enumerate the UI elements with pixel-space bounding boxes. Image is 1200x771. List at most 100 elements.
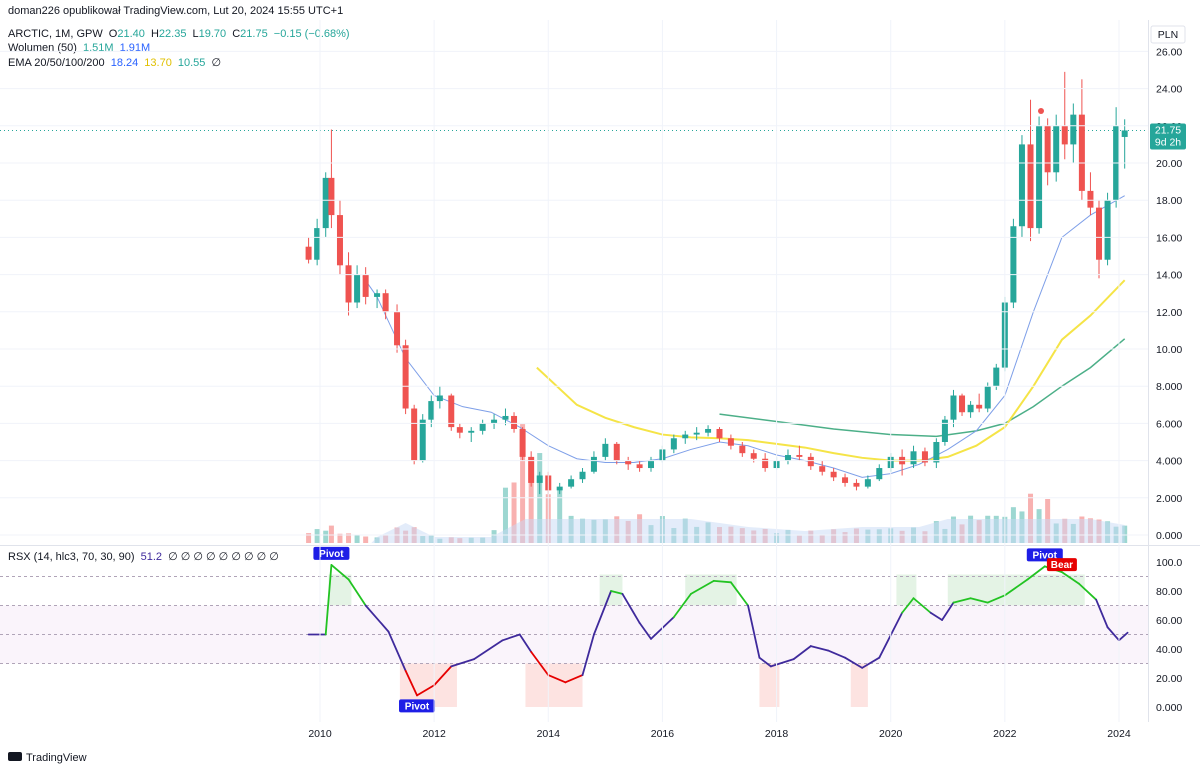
rsx-tail: ∅ ∅ ∅ ∅ ∅ ∅ ∅ ∅ ∅	[168, 551, 279, 563]
price-tick-label: 0.000	[1156, 530, 1182, 542]
volume-bar	[520, 424, 526, 543]
candle	[1087, 172, 1094, 216]
low-label: L	[192, 28, 199, 40]
price-tick-label: 18.00	[1156, 195, 1182, 207]
candle-body	[1044, 125, 1051, 173]
pivot-label-box	[313, 546, 350, 560]
rsx-line-segment	[952, 597, 972, 604]
rsx-line-segment	[1078, 582, 1098, 601]
candle	[1044, 118, 1051, 186]
rsx-legend[interactable]: RSX (14, hlc3, 70, 30, 90) 51.2 ∅ ∅ ∅ ∅ …	[8, 550, 282, 563]
candle-body	[411, 408, 418, 461]
candle-body	[322, 177, 329, 229]
price-tick-label: 6.000	[1156, 418, 1182, 430]
rsx-line-segment	[621, 593, 641, 624]
candle-body	[448, 395, 455, 428]
candle	[693, 427, 700, 441]
rsx-line-segment	[712, 579, 732, 584]
candle	[394, 304, 401, 353]
candle	[519, 427, 526, 461]
symbol-name: ARCTIC, 1M, GPW	[8, 28, 103, 40]
candle	[322, 172, 329, 238]
time-tick-label: 2020	[879, 728, 903, 740]
price-tick-label: 4.000	[1156, 456, 1182, 468]
volume-bar	[314, 529, 320, 543]
candle-body	[305, 246, 312, 260]
candle	[491, 414, 498, 429]
candle-body	[807, 456, 814, 467]
high-value: 22.35	[158, 28, 187, 40]
candle-body	[1070, 114, 1077, 145]
time-tick-label: 2024	[1107, 728, 1131, 740]
rsx-line	[307, 564, 1129, 697]
candle	[602, 438, 609, 461]
candle-body	[511, 415, 518, 429]
rsx-value: 51.2	[140, 551, 163, 563]
candle	[784, 449, 791, 465]
candle-body	[394, 311, 401, 346]
candle-body	[428, 401, 435, 420]
rsx-line-segment	[1003, 578, 1029, 597]
volume-bar	[337, 533, 343, 543]
pivot-label-box	[1026, 548, 1063, 562]
candle-body	[1096, 207, 1103, 260]
candle	[479, 419, 486, 435]
price-tick-label: 20.00	[1156, 158, 1182, 170]
candle	[1010, 218, 1017, 309]
candle	[502, 408, 509, 426]
candle-body	[784, 455, 791, 461]
candle-body	[1053, 125, 1060, 173]
volume-ma-area	[371, 519, 1125, 543]
ema100-value: 10.55	[177, 57, 206, 69]
change-value: −0.15 (−0.68%)	[273, 28, 350, 40]
time-tick-label: 2016	[651, 728, 675, 740]
rsx-bear-zone	[850, 663, 868, 707]
candle-body	[1104, 200, 1111, 260]
rsx-bull-zone	[685, 574, 737, 606]
candle-body	[1036, 125, 1043, 229]
rsx-line-segment	[969, 597, 989, 604]
candle-body	[362, 274, 369, 297]
candle	[411, 404, 418, 465]
rsx-line-segment	[610, 590, 624, 595]
currency-box[interactable]	[1150, 25, 1186, 44]
open-label: O	[108, 28, 118, 40]
volume-bar	[354, 535, 360, 543]
candle	[1027, 99, 1034, 242]
candle	[993, 363, 1000, 390]
rsx-line-segment	[941, 601, 955, 621]
candle-body	[436, 395, 443, 402]
ema-legend[interactable]: EMA 20/50/100/200 18.24 13.70 10.55 ∅	[8, 56, 224, 69]
rsx-tick-label: 20.00	[1156, 673, 1182, 685]
rsx-line-segment	[330, 564, 350, 581]
candle-body	[1010, 226, 1017, 303]
rsx-zones	[328, 574, 1085, 707]
rsx-bear-zone	[525, 663, 583, 707]
symbol-legend[interactable]: ARCTIC, 1M, GPW O21.40 H22.35 L19.70 C21…	[8, 28, 353, 40]
candle-body	[636, 464, 643, 469]
countdown-label: 9d 2h	[1155, 136, 1181, 148]
pivot-label-text: Pivot	[319, 549, 344, 560]
rsx-line-segment	[1106, 626, 1120, 642]
candle	[807, 453, 814, 470]
candle-body	[959, 395, 966, 413]
time-axis: 2010 2012 2014 2016 2018 2020 2022 2024	[308, 728, 1130, 740]
candle-body	[670, 438, 677, 450]
candle-body	[1061, 125, 1068, 145]
candle	[933, 438, 940, 469]
ema50-value: 13.70	[144, 57, 172, 69]
rsx-line-segment	[690, 579, 715, 595]
time-tick-label: 2012	[422, 728, 446, 740]
rsx-line-segment	[912, 597, 932, 614]
candle-body	[374, 293, 381, 297]
tradingview-logo[interactable]: TradingView	[8, 752, 87, 764]
candle-body	[519, 428, 526, 457]
candle	[468, 427, 475, 442]
candle-body	[625, 460, 632, 465]
time-tick-label: 2022	[993, 728, 1017, 740]
candle-body	[682, 434, 689, 439]
candle	[864, 475, 871, 489]
candle-body	[1078, 114, 1085, 191]
candle	[590, 451, 597, 474]
